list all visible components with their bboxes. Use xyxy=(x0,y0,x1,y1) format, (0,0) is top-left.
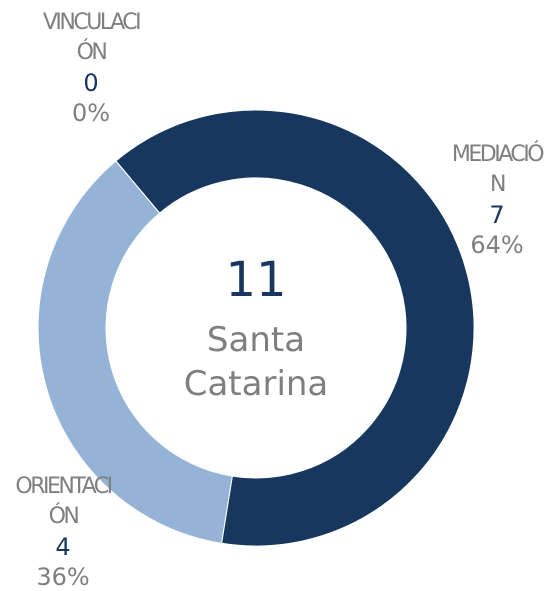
donut-slice xyxy=(115,109,475,547)
percent-label: 0% xyxy=(71,99,111,127)
value-label: 4 xyxy=(55,533,71,561)
category-label: VINCULACIÓN xyxy=(42,10,142,65)
category-label: ORIENTACIÓN xyxy=(15,474,113,529)
slice-label: VINCULACIÓN 0 0% xyxy=(42,8,142,128)
slice-label: MEDIACIÓN 7 64% xyxy=(448,140,546,260)
center-label: Santa Catarina xyxy=(183,320,329,404)
center-value: 11 xyxy=(225,252,287,308)
slice-label: ORIENTACIÓN 4 36% xyxy=(14,472,113,591)
value-label: 7 xyxy=(489,201,505,229)
percent-label: 64% xyxy=(470,231,524,259)
value-label: 0 xyxy=(83,69,99,97)
category-label: MEDIACIÓN xyxy=(451,142,545,197)
percent-label: 36% xyxy=(36,563,90,591)
donut-slice xyxy=(115,160,160,214)
donut-slice xyxy=(37,160,233,544)
